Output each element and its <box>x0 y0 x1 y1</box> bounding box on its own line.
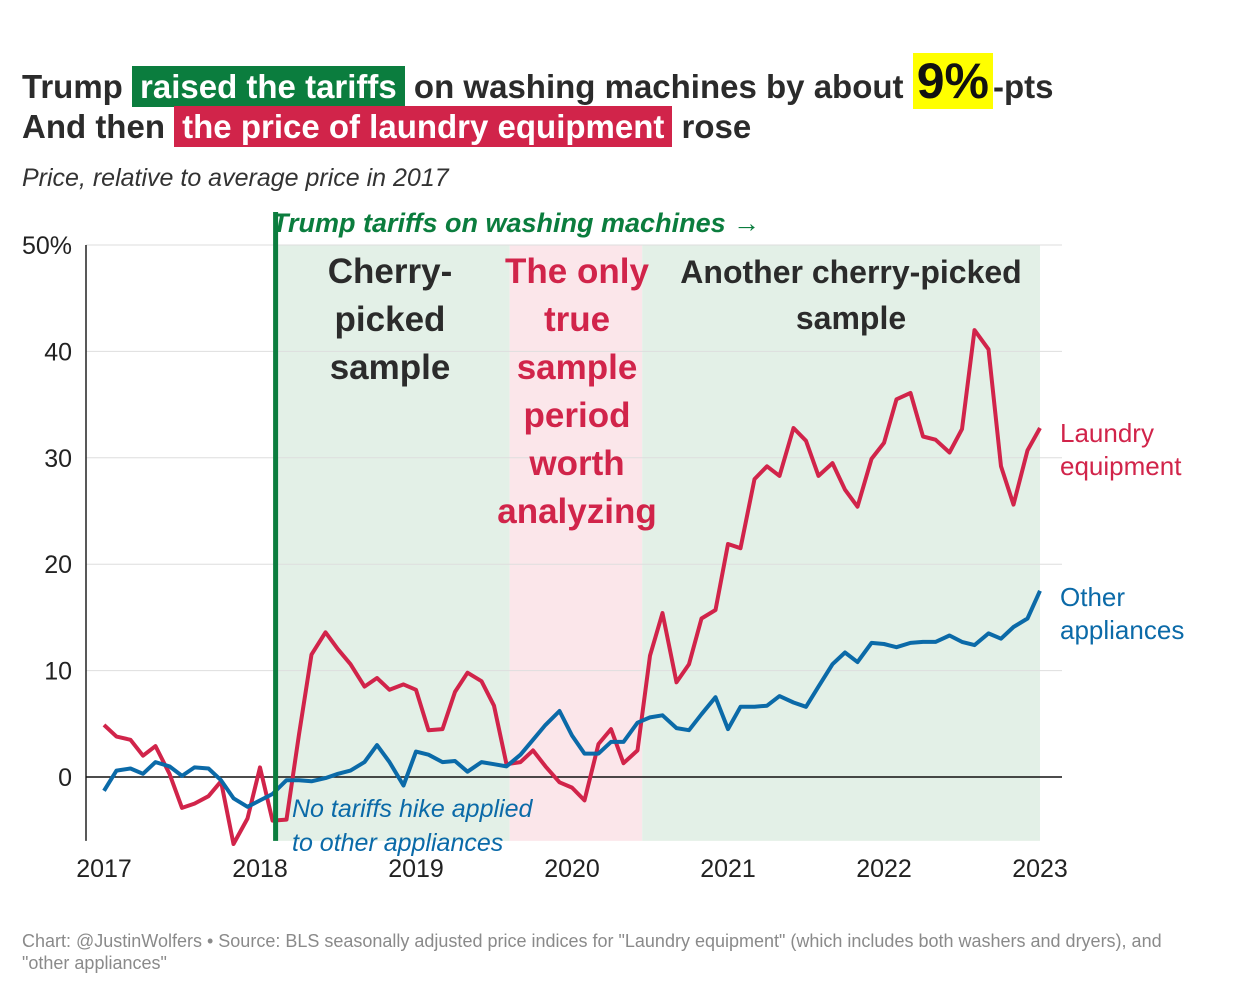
other-appliances-label: appliances <box>1060 615 1184 645</box>
laundry-equipment-line <box>102 328 1042 846</box>
title-highlight-laundry-price: the price of laundry equipment <box>174 106 673 147</box>
region-label-2-line: worth <box>528 444 624 483</box>
y-tick-label: 50% <box>22 232 72 260</box>
title-line-1-post: -pts <box>992 68 1054 105</box>
no-tariff-annotation-line: No tariffs hike applied <box>292 795 534 823</box>
price-chart: 0 10 20 30 40 50% 2017 2018 2019 2020 2021 2022 2023… <box>22 208 1184 883</box>
other-appliances-line <box>102 589 1042 809</box>
title-line-1-pre: Trump <box>22 68 133 105</box>
region-label-2-line: The only <box>505 252 649 291</box>
title-line-2-post: rose <box>672 108 752 145</box>
y-tick-label: 30 <box>44 445 72 473</box>
title-line-2-pre: And then <box>22 108 175 145</box>
region-label-2-line: sample <box>517 348 638 387</box>
region-label-1-line: Cherry- <box>328 252 452 291</box>
laundry-equipment-label: Laundry <box>1060 418 1154 448</box>
other-appliances-label: Other <box>1060 582 1125 612</box>
title-line-1-mid: on washing machines by about <box>404 68 913 105</box>
region-label-2-line: analyzing <box>497 492 656 531</box>
y-tick-label: 0 <box>58 764 72 792</box>
region-label-3-line: sample <box>796 300 906 336</box>
title-highlight-tariffs: raised the tariffs <box>132 66 405 107</box>
region-label-3-line: Another cherry-picked <box>680 254 1021 290</box>
source-footer: Chart: @JustinWolfers • Source: BLS seas… <box>22 931 1162 973</box>
y-tick-label: 20 <box>44 551 72 579</box>
x-tick-label: 2019 <box>388 855 444 883</box>
x-tick-label: 2020 <box>544 855 600 883</box>
x-tick-label: 2017 <box>76 855 132 883</box>
region-label-1-line: picked <box>335 300 446 339</box>
x-tick-label: 2022 <box>856 855 912 883</box>
no-tariff-annotation-line: to other appliances <box>292 829 503 857</box>
x-tick-label: 2023 <box>1012 855 1068 883</box>
shaded-region-1 <box>275 245 510 841</box>
title-line-1: Trump raised the tariffs on washing mach… <box>22 52 1053 110</box>
subtitle: Price, relative to average price in 2017 <box>22 164 449 192</box>
region-label-2-line: true <box>544 300 610 339</box>
y-tick-label: 40 <box>44 338 72 366</box>
laundry-equipment-label: equipment <box>1060 451 1182 481</box>
x-tick-label: 2021 <box>700 855 756 883</box>
title-highlight-nine-percent: 9% <box>912 53 993 109</box>
region-label-2-line: period <box>524 396 631 435</box>
region-label-1-line: sample <box>330 348 451 387</box>
title-line-2: And then the price of laundry equipment … <box>22 106 752 147</box>
y-tick-label: 10 <box>44 658 72 686</box>
tariff-line-label: Trump tariffs on washing machines → <box>272 208 760 238</box>
x-tick-label: 2018 <box>232 855 288 883</box>
